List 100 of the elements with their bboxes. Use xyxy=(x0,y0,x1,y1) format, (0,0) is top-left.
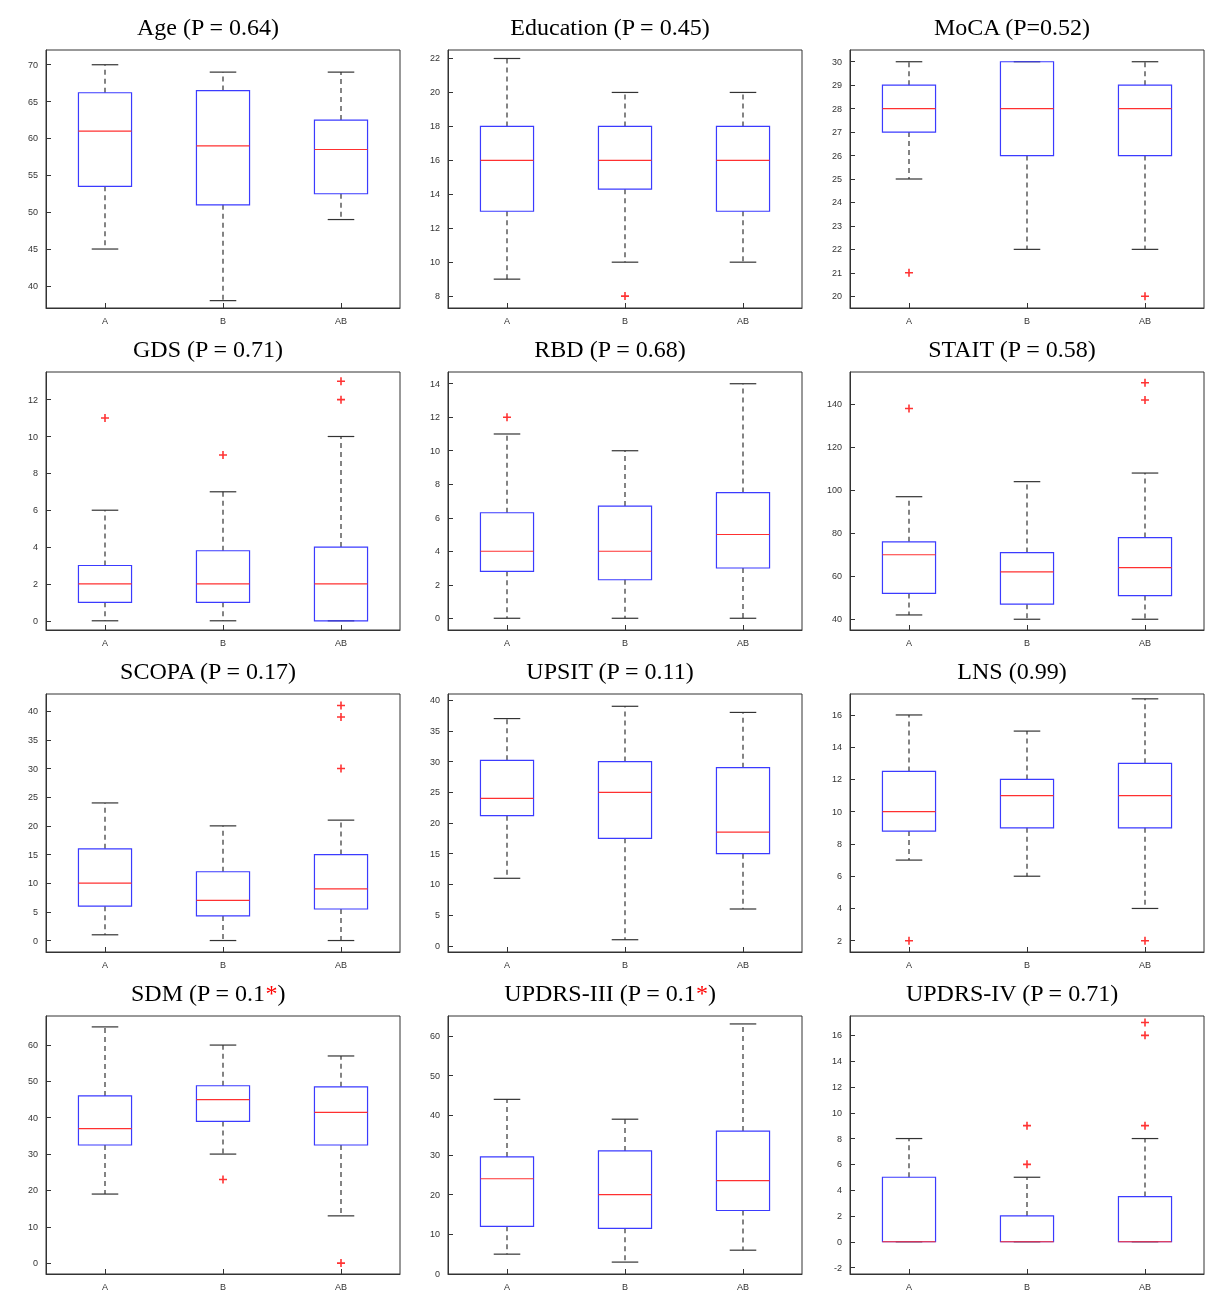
y-tick-label: 40 xyxy=(831,614,842,625)
y-tick-label: 2 xyxy=(836,1210,842,1221)
y-tick-label: 10 xyxy=(27,1221,38,1232)
y-tick-label: 2 xyxy=(32,578,38,589)
y-tick-label: 0 xyxy=(434,940,440,951)
y-tick-label: 14 xyxy=(429,378,440,389)
x-tick-label: AB xyxy=(736,1281,750,1292)
y-tick-label: 6 xyxy=(836,1159,842,1170)
x-tick-label: A xyxy=(503,1281,511,1292)
y-tick-label: 16 xyxy=(831,1030,842,1041)
chart-title: LNS (0.99) xyxy=(957,658,1067,684)
x-tick-label: B xyxy=(621,959,629,970)
y-tick-label: 40 xyxy=(429,695,440,706)
y-tick-label: 50 xyxy=(429,1070,440,1081)
y-tick-label: 5 xyxy=(32,906,38,917)
x-tick-label: A xyxy=(503,959,511,970)
x-tick-label: AB xyxy=(736,637,750,648)
chart-title: SDM (P = 0.1*) xyxy=(131,980,286,1006)
y-tick-label: 40 xyxy=(429,1110,440,1121)
y-tick-label: 25 xyxy=(429,787,440,798)
y-tick-label: 4 xyxy=(836,1185,842,1196)
x-tick-label: B xyxy=(219,315,227,326)
y-tick-label: 55 xyxy=(27,170,38,181)
y-tick-label: 40 xyxy=(27,1112,38,1123)
y-tick-label: 8 xyxy=(836,838,842,849)
y-tick-label: 20 xyxy=(429,1189,440,1200)
y-tick-label: 22 xyxy=(831,244,842,255)
y-tick-label: 100 xyxy=(826,485,842,496)
x-tick-label: B xyxy=(621,1281,629,1292)
x-tick-label: AB xyxy=(736,959,750,970)
y-tick-label: 60 xyxy=(831,571,842,582)
y-tick-label: 15 xyxy=(429,848,440,859)
x-tick-label: AB xyxy=(736,315,750,326)
x-tick-label: AB xyxy=(334,959,348,970)
x-tick-label: AB xyxy=(334,637,348,648)
y-tick-label: 30 xyxy=(429,1149,440,1160)
y-tick-label: 8 xyxy=(434,479,440,490)
y-tick-label: 26 xyxy=(831,150,842,161)
y-tick-label: 29 xyxy=(831,80,842,91)
y-tick-label: 0 xyxy=(434,1269,440,1279)
y-tick-label: 6 xyxy=(434,512,440,523)
x-tick-label: B xyxy=(621,637,629,648)
x-tick-label: AB xyxy=(1138,315,1152,326)
y-tick-label: 60 xyxy=(27,133,38,144)
x-tick-label: B xyxy=(1023,637,1031,648)
y-tick-label: 15 xyxy=(27,849,38,860)
y-tick-label: 10 xyxy=(27,878,38,889)
y-tick-label: 6 xyxy=(836,871,842,882)
y-tick-label: 0 xyxy=(836,1236,842,1247)
y-tick-label: 12 xyxy=(429,223,440,234)
y-tick-label: 60 xyxy=(429,1030,440,1041)
y-tick-label: 10 xyxy=(429,879,440,890)
y-tick-label: 0 xyxy=(32,935,38,946)
y-tick-label: 14 xyxy=(429,189,440,200)
y-tick-label: 0 xyxy=(434,613,440,624)
chart-title: GDS (P = 0.71) xyxy=(133,336,283,362)
y-tick-label: 12 xyxy=(27,394,38,405)
y-tick-label: 40 xyxy=(27,706,38,717)
y-tick-label: -2 xyxy=(833,1262,842,1273)
y-tick-label: 0 xyxy=(32,615,38,626)
y-tick-label: 20 xyxy=(429,818,440,828)
y-tick-label: 40 xyxy=(27,280,38,291)
y-tick-label: 22 xyxy=(429,53,440,64)
y-tick-label: 70 xyxy=(27,59,38,70)
y-tick-label: 35 xyxy=(429,725,440,736)
y-tick-label: 10 xyxy=(831,806,842,817)
y-tick-label: 5 xyxy=(434,910,440,921)
x-tick-label: A xyxy=(905,637,913,648)
y-tick-label: 27 xyxy=(831,127,842,138)
y-tick-label: 0 xyxy=(32,1258,38,1269)
y-tick-label: 20 xyxy=(27,1185,38,1196)
y-tick-label: 21 xyxy=(831,267,842,278)
y-tick-label: 50 xyxy=(27,1076,38,1087)
y-tick-label: 80 xyxy=(831,528,842,539)
x-tick-label: A xyxy=(503,315,511,326)
y-tick-label: 8 xyxy=(434,291,440,302)
x-tick-label: B xyxy=(219,1281,227,1292)
y-tick-label: 8 xyxy=(836,1133,842,1144)
y-tick-label: 2 xyxy=(836,935,842,946)
x-tick-label: A xyxy=(905,315,913,326)
y-tick-label: 4 xyxy=(434,546,440,557)
x-tick-label: B xyxy=(1023,315,1031,326)
x-tick-label: A xyxy=(503,637,511,648)
y-tick-label: 140 xyxy=(826,399,842,410)
x-tick-label: A xyxy=(101,1281,109,1292)
x-tick-label: AB xyxy=(334,1281,348,1292)
y-tick-label: 14 xyxy=(831,742,842,753)
x-tick-label: B xyxy=(219,637,227,648)
x-tick-label: AB xyxy=(1138,959,1152,970)
x-tick-label: B xyxy=(1023,1281,1031,1292)
x-tick-label: B xyxy=(219,959,227,970)
chart-title: STAIT (P = 0.58) xyxy=(928,336,1096,362)
chart-title: SCOPA (P = 0.17) xyxy=(120,658,296,684)
y-tick-label: 20 xyxy=(831,291,842,302)
y-tick-label: 35 xyxy=(27,734,38,745)
chart-title: UPSIT (P = 0.11) xyxy=(526,658,694,684)
y-tick-label: 8 xyxy=(32,468,38,479)
y-tick-label: 23 xyxy=(831,220,842,231)
y-tick-label: 50 xyxy=(27,207,38,218)
y-tick-label: 25 xyxy=(831,174,842,184)
